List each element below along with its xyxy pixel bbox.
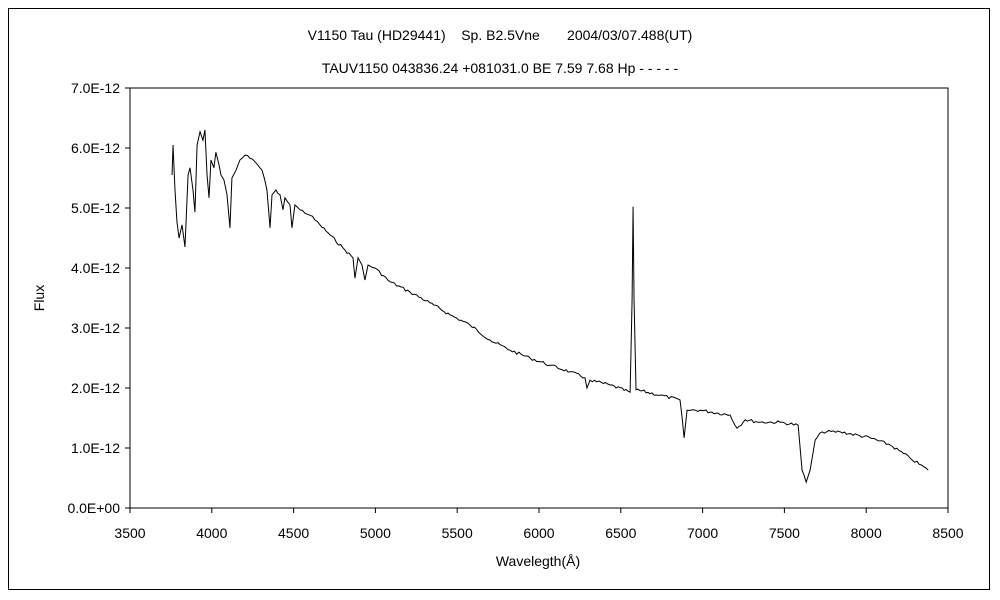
spectrum-line [171,129,929,484]
x-tick-label: 5000 [360,525,391,541]
y-tick-label: 5.0E-12 [71,200,120,216]
x-tick-label: 3500 [114,525,145,541]
x-tick-label: 6000 [523,525,554,541]
x-axis-label: Wavelegth(Å) [496,553,580,569]
y-tick-label: 6.0E-12 [71,140,120,156]
x-tick-label: 7000 [687,525,718,541]
y-tick-label: 7.0E-12 [71,80,120,96]
y-tick-label: 2.0E-12 [71,380,120,396]
y-tick-label: 1.0E-12 [71,440,120,456]
x-tick-label: 4500 [278,525,309,541]
chart-title: V1150 Tau (HD29441) Sp. B2.5Vne 2004/03/… [307,27,693,43]
y-tick-label: 3.0E-12 [71,320,120,336]
chart-subtitle: TAUV1150 043836.24 +081031.0 BE 7.59 7.6… [321,60,679,76]
x-tick-label: 7500 [769,525,800,541]
chart-border [8,8,990,590]
y-axis-label: Flux [31,285,47,311]
x-tick-label: 6500 [605,525,636,541]
x-tick-label: 8500 [932,525,963,541]
y-tick-label: 0.0E+00 [67,500,120,516]
y-tick-label: 4.0E-12 [71,260,120,276]
plot-frame [129,87,949,509]
x-tick-label: 4000 [196,525,227,541]
x-tick-label: 5500 [442,525,473,541]
x-tick-label: 8000 [851,525,882,541]
